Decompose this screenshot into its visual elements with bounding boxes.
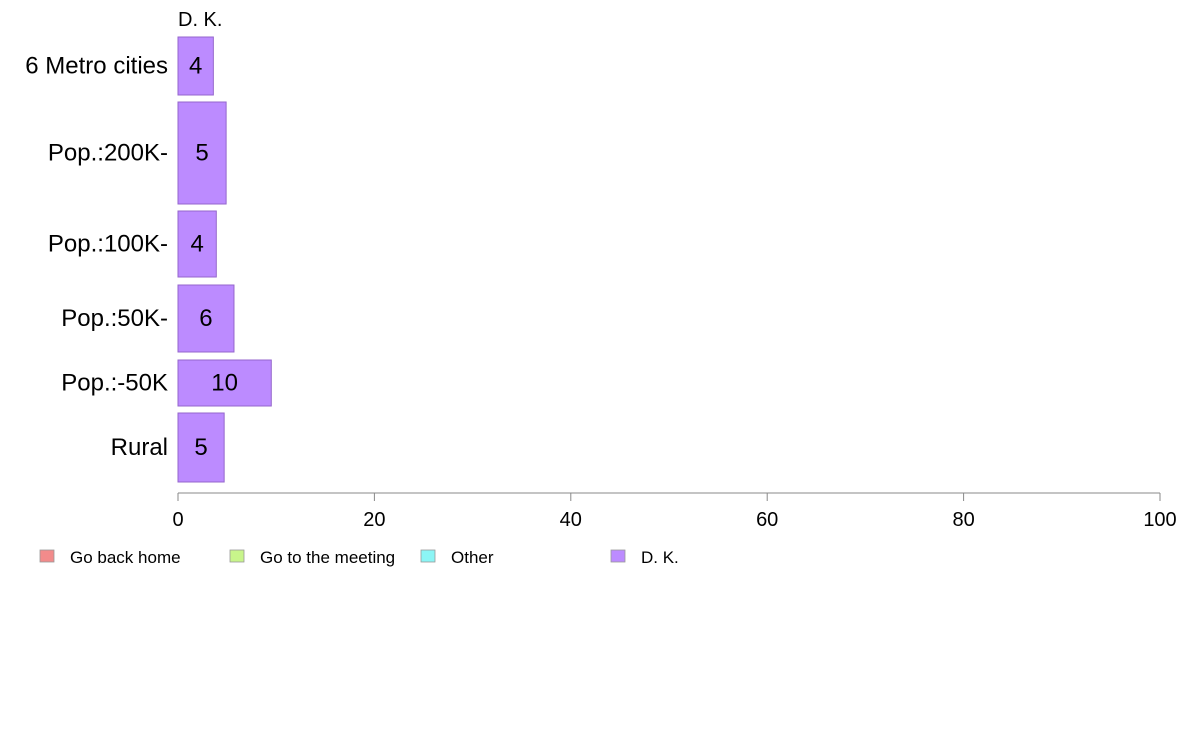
legend-label: Go to the meeting <box>260 548 395 567</box>
bar-value-label: 5 <box>194 434 207 461</box>
category-label: Pop.:-50K <box>61 370 168 397</box>
bar-value-label: 4 <box>189 53 202 80</box>
series-column-label: D. K. <box>178 9 222 31</box>
x-tick-label: 100 <box>1143 509 1176 531</box>
bar <box>177 36 214 96</box>
legend-label: Other <box>451 548 494 567</box>
category-label: Pop.:200K- <box>48 140 168 167</box>
legend-swatch <box>229 549 245 563</box>
legend-swatch <box>39 549 55 563</box>
bars-group: 6 Metro cities 4 Pop.:200K- 5 Pop.:100K- 4 Pop… <box>25 36 272 483</box>
bar <box>177 359 272 407</box>
x-tick-label: 40 <box>560 509 582 531</box>
bar-value-label: 10 <box>211 370 238 397</box>
bar <box>177 210 217 278</box>
x-tick-label: 0 <box>172 509 183 531</box>
legend-swatch <box>420 549 436 563</box>
legend: Go back home Go to the meeting Other D. K. <box>39 548 679 567</box>
bar-value-label: 5 <box>195 140 208 167</box>
x-tick-label: 20 <box>363 509 385 531</box>
legend-label: Go back home <box>70 548 181 567</box>
bar-value-label: 6 <box>199 305 212 332</box>
bar <box>177 101 227 205</box>
category-label: Rural <box>111 434 168 461</box>
x-axis: 0 20 40 60 80 100 <box>172 492 1177 531</box>
bar <box>177 284 235 353</box>
category-label: Pop.:100K- <box>48 231 168 258</box>
x-tick-label: 60 <box>756 509 778 531</box>
category-label: Pop.:50K- <box>61 305 168 332</box>
legend-label: D. K. <box>641 548 679 567</box>
bar <box>177 412 225 483</box>
legend-swatch <box>610 549 626 563</box>
category-label: 6 Metro cities <box>25 53 168 80</box>
x-tick-label: 80 <box>952 509 974 531</box>
bar-value-label: 4 <box>190 231 203 258</box>
